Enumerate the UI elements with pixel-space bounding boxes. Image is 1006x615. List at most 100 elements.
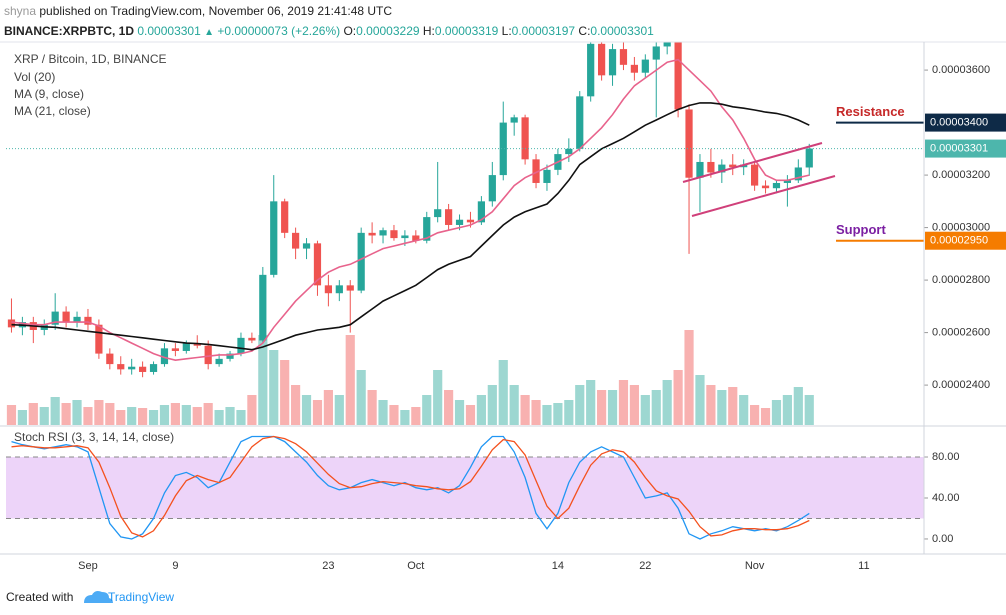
y-tick-label: 40.00 <box>932 492 960 504</box>
volume-bar <box>356 370 366 425</box>
ohlc-value: 0.00003229 <box>356 24 420 38</box>
candle-body <box>423 217 431 241</box>
volume-bar <box>72 400 82 425</box>
volume-bar <box>793 387 803 425</box>
volume-bar <box>105 403 115 425</box>
legend-ma: MA (9, close) <box>14 87 84 101</box>
x-tick-label: Oct <box>407 560 424 572</box>
footer-brand: TradingView <box>108 590 174 604</box>
volume-bar <box>640 395 650 425</box>
candle-body <box>7 319 16 328</box>
volume-bar <box>607 390 618 425</box>
candle-body <box>139 366 147 372</box>
candle-body <box>237 337 245 354</box>
volume-bar <box>334 395 344 425</box>
volume-bar <box>203 403 213 425</box>
candle-body <box>313 243 322 286</box>
level-name: Resistance <box>836 104 905 119</box>
candle-body <box>685 109 693 178</box>
volume-bar <box>400 410 410 425</box>
volume-bar <box>739 395 749 425</box>
candle-body <box>598 43 606 76</box>
volume-bar <box>487 385 497 425</box>
candle-body <box>587 43 595 97</box>
volume-bar <box>6 405 17 425</box>
volume-bar <box>389 405 399 425</box>
x-tick-label: 22 <box>639 560 651 572</box>
candle-body <box>434 209 442 218</box>
author: shyna <box>4 4 36 18</box>
volume-bar <box>476 395 486 425</box>
candle-body <box>772 182 781 189</box>
candle-body <box>51 311 59 325</box>
candle-body <box>805 148 813 168</box>
volume-bar <box>83 407 93 425</box>
ohlc-label: C: <box>578 24 590 38</box>
rsi-band <box>6 457 924 519</box>
candle-body <box>455 219 464 225</box>
header-line: shyna published on TradingView.com, Nove… <box>4 4 392 18</box>
legend-symbol: XRP / Bitcoin, 1D, BINANCE <box>14 52 167 66</box>
volume-bar <box>684 330 694 425</box>
volume-bar <box>378 400 388 425</box>
volume-bar <box>662 380 672 425</box>
y-tick-label: 0.00 <box>932 533 953 545</box>
volume-bar <box>618 380 629 425</box>
volume-bar <box>717 390 727 425</box>
level-box <box>925 113 1006 132</box>
legend-indicator: Stoch RSI (3, 3, 14, 14, close) <box>14 430 174 444</box>
candle-body <box>608 49 617 76</box>
volume-bar <box>181 405 191 425</box>
y-tick-label: 0.00002400 <box>932 379 990 391</box>
candle-body <box>324 285 332 294</box>
candle-body <box>783 180 791 183</box>
ohlc-value: 0.00003197 <box>512 24 576 38</box>
candle-body <box>543 169 551 183</box>
footer-prefix: Created with <box>6 590 73 604</box>
volume-bar <box>159 405 170 425</box>
candle-body <box>641 59 649 73</box>
candle-body <box>477 201 485 223</box>
volume-bar <box>771 400 782 425</box>
x-tick-label: 11 <box>858 560 869 572</box>
level-name: Support <box>836 222 886 237</box>
volume-bar <box>542 405 552 425</box>
volume-bar <box>706 385 716 425</box>
candle-body <box>674 42 682 110</box>
volume-bar <box>61 403 71 425</box>
volume-bar <box>247 395 257 425</box>
price-pane <box>6 42 814 425</box>
candle-body <box>62 311 70 323</box>
y-tick-label: 0.00003200 <box>932 169 990 181</box>
volume-bar <box>422 395 432 425</box>
level-label: 0.00003400 <box>930 116 988 128</box>
volume-bar <box>291 385 301 425</box>
volume-bar <box>225 407 235 425</box>
candle-body <box>248 337 256 341</box>
volume-bar <box>28 403 38 425</box>
volume-bar <box>531 400 541 425</box>
volume-bar <box>127 407 137 425</box>
volume-bar <box>804 395 814 425</box>
y-tick-label: 0.00003600 <box>932 64 990 76</box>
candle-body <box>368 232 376 236</box>
ma-line <box>11 102 810 351</box>
candle-body <box>182 343 190 351</box>
volume-bar <box>50 397 60 425</box>
candle-body <box>445 209 453 225</box>
candle-body <box>149 364 158 372</box>
candle-body <box>259 274 267 341</box>
candle-body <box>357 232 365 291</box>
candle-body <box>401 235 409 239</box>
candle-body <box>335 285 343 294</box>
candle-body <box>292 232 300 249</box>
rsi-background <box>6 456 924 519</box>
ohlc-value: 0.00003319 <box>435 24 499 38</box>
volume-bar <box>116 410 126 425</box>
volume-bar <box>629 385 639 425</box>
volume-bar <box>214 410 224 425</box>
candle-body <box>466 219 475 223</box>
candle-body <box>346 285 354 291</box>
candle-body <box>106 353 114 365</box>
volume-bar <box>760 408 771 425</box>
